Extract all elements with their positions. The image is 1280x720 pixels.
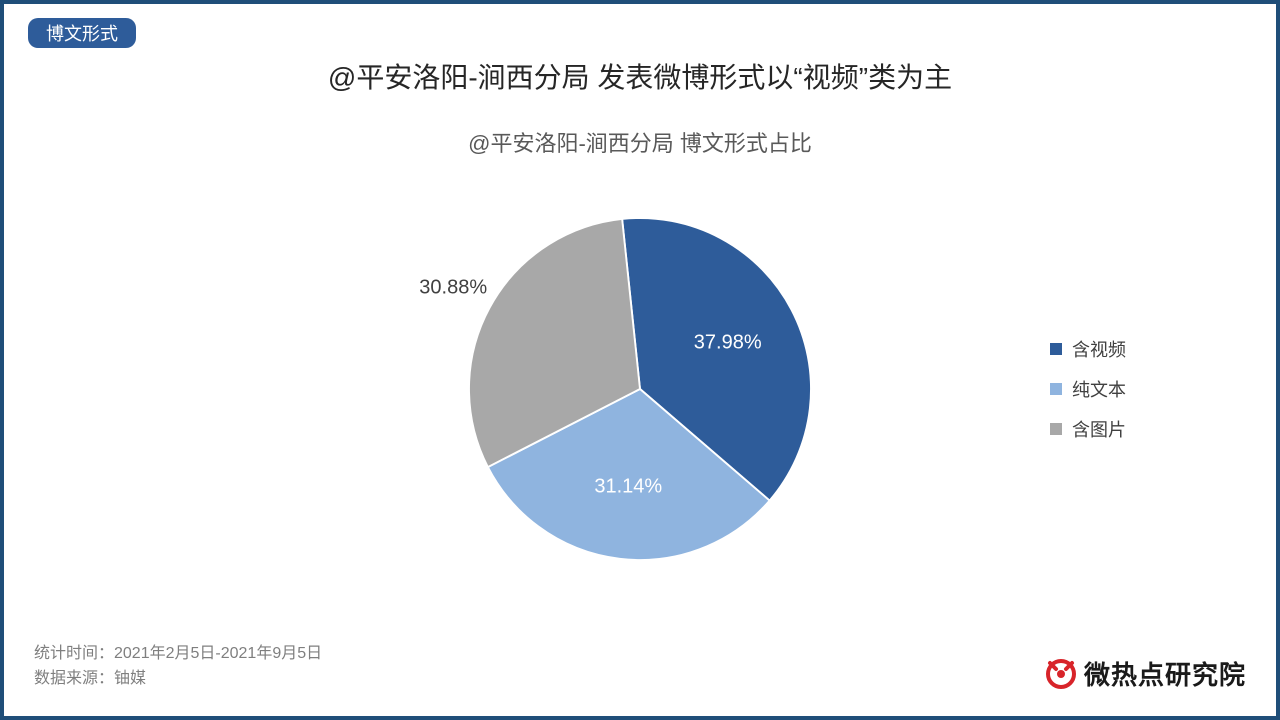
legend: 含视频纯文本含图片 — [1050, 322, 1126, 456]
legend-item: 纯文本 — [1050, 376, 1126, 402]
footer-line-2: 数据来源：铀媒 — [34, 666, 322, 692]
pie-slice-label: 31.14% — [594, 476, 662, 499]
pie-svg — [450, 199, 830, 579]
legend-item: 含图片 — [1050, 416, 1126, 442]
legend-item: 含视频 — [1050, 336, 1126, 362]
slide-title: @平安洛阳-涧西分局 发表微博形式以“视频”类为主 — [4, 56, 1276, 96]
legend-label: 纯文本 — [1072, 376, 1126, 402]
footer-line-1: 统计时间：2021年2月5日-2021年9月5日 — [34, 641, 322, 667]
brand-text: 微热点研究院 — [1084, 655, 1246, 692]
legend-label: 含图片 — [1072, 416, 1126, 442]
section-tag: 博文形式 — [28, 18, 136, 48]
legend-swatch — [1050, 423, 1062, 435]
legend-swatch — [1050, 383, 1062, 395]
pie-chart: 37.98% 31.14% 30.88% 含视频纯文本含图片 — [4, 174, 1276, 604]
pie-wrap: 37.98%31.14%30.88% — [450, 199, 830, 579]
pie-slice-label: 30.88% — [419, 276, 487, 299]
chart-subtitle: @平安洛阳-涧西分局 博文形式占比 — [4, 126, 1276, 158]
slide-frame: 博文形式 @平安洛阳-涧西分局 发表微博形式以“视频”类为主 @平安洛阳-涧西分… — [0, 0, 1280, 720]
legend-label: 含视频 — [1072, 336, 1126, 362]
brand-icon — [1044, 657, 1078, 691]
legend-swatch — [1050, 343, 1062, 355]
footer-meta: 统计时间：2021年2月5日-2021年9月5日 数据来源：铀媒 — [34, 641, 322, 692]
pie-slice-label: 37.98% — [694, 332, 762, 355]
brand-mark: 微热点研究院 — [1044, 655, 1246, 692]
